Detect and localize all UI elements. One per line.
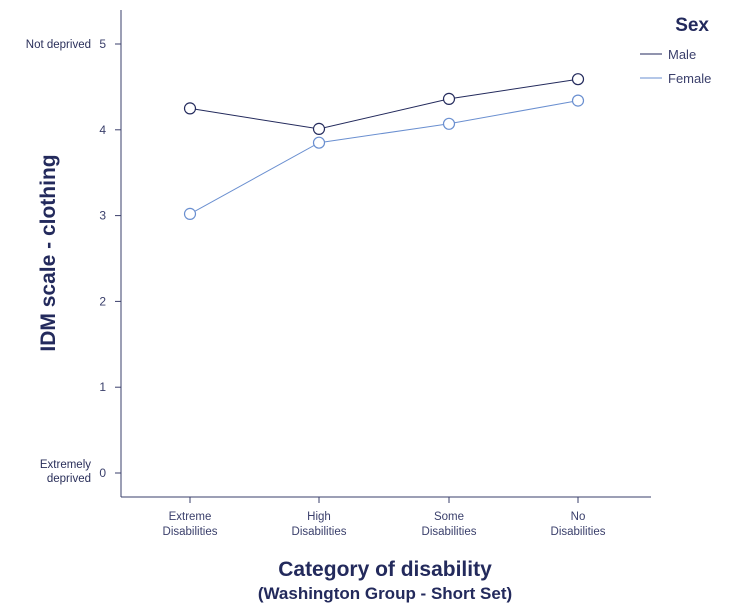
series-layer — [183, 73, 585, 220]
data-point-female — [183, 207, 197, 220]
x-tick-label: No — [571, 511, 586, 523]
x-tick-label: Disabilities — [551, 526, 606, 538]
y-tick-label: 2 — [99, 294, 106, 308]
x-axis-title: Category of disability — [278, 558, 492, 581]
x-tick-label: High — [307, 511, 331, 523]
data-point-male — [183, 102, 197, 115]
legend-label-female: Female — [668, 71, 711, 86]
y-anchor-top-label: Not deprived — [26, 39, 91, 51]
legend-title: Sex — [675, 15, 709, 36]
x-axis-subtitle: (Washington Group - Short Set) — [258, 584, 512, 603]
x-tick-label: Extreme — [169, 511, 212, 523]
data-point-male — [442, 92, 456, 106]
y-tick-label: 1 — [99, 380, 106, 394]
data-point-male — [571, 73, 585, 86]
x-ticks: Extreme Disabilities High Disabilities Some D… — [163, 497, 606, 538]
y-anchor-bottom-label-line1: Extremely — [40, 459, 91, 471]
y-tick-label: 0 — [99, 466, 106, 480]
y-tick-label: 4 — [99, 123, 106, 137]
series-male — [183, 73, 585, 135]
y-tick-label: 5 — [99, 37, 106, 51]
legend: Sex Male Female — [640, 15, 711, 86]
series-female — [183, 94, 585, 220]
x-tick-label: Disabilities — [422, 526, 477, 538]
legend-label-male: Male — [668, 47, 696, 62]
x-tick-label: Some — [434, 511, 464, 523]
x-tick-label: Disabilities — [292, 526, 347, 538]
y-anchor-bottom-label-line2: deprived — [47, 473, 91, 485]
y-axis-title: IDM scale - clothing — [37, 154, 60, 351]
series-line-male — [189, 78, 579, 130]
series-line-female — [189, 100, 579, 215]
y-ticks: 0 1 2 3 4 5 — [99, 37, 121, 480]
data-point-female — [571, 94, 585, 107]
data-point-male — [312, 122, 326, 135]
x-tick-label: Disabilities — [163, 526, 218, 538]
data-point-female — [312, 136, 326, 149]
y-tick-label: 3 — [99, 209, 106, 223]
data-point-female — [442, 117, 456, 130]
